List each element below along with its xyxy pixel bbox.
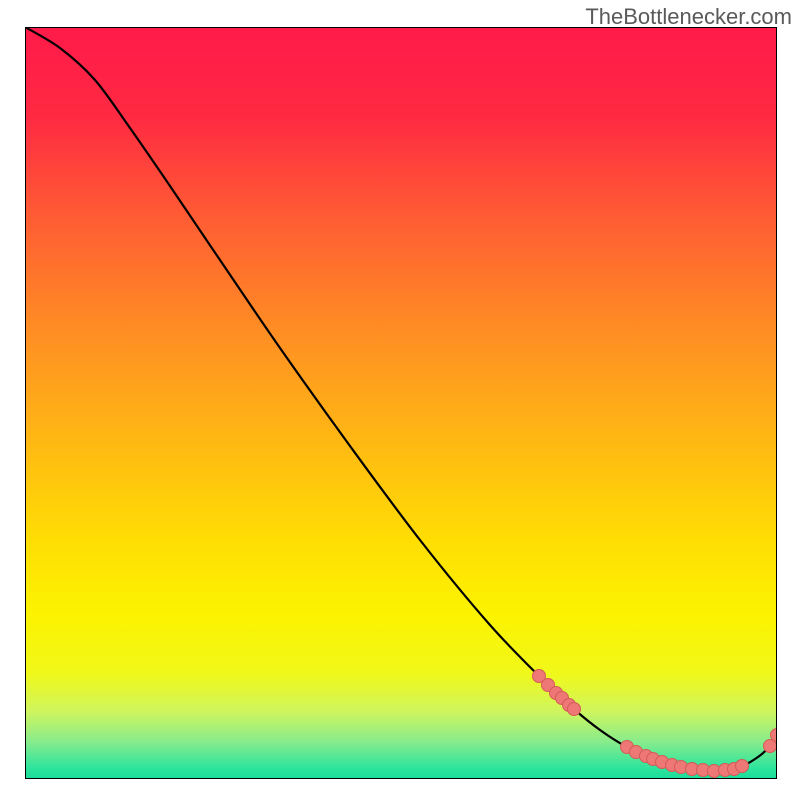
data-marker	[568, 703, 581, 716]
plot-area	[25, 27, 784, 779]
data-marker	[736, 760, 749, 773]
bottleneck-curve-chart	[0, 0, 800, 800]
chart-container: TheBottlenecker.com	[0, 0, 800, 800]
